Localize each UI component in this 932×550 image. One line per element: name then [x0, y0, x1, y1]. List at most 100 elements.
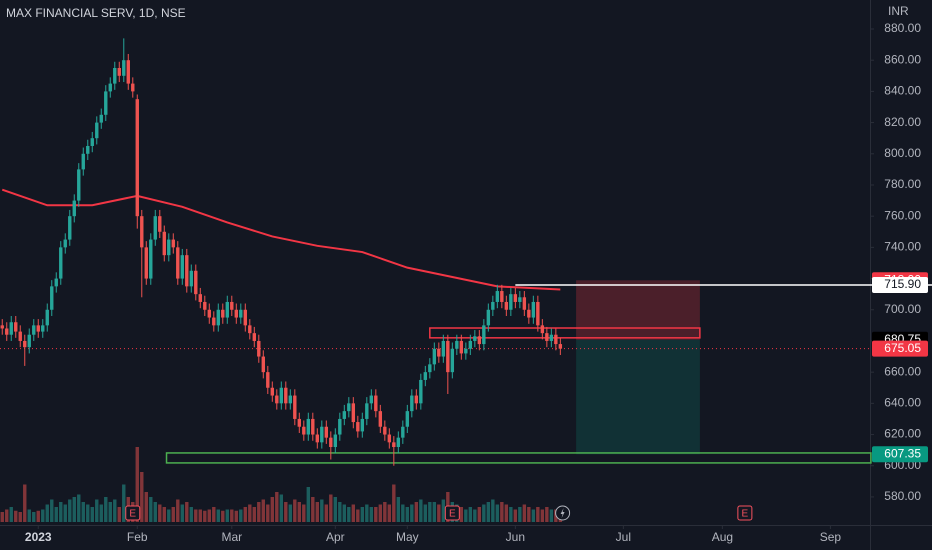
candle-body	[86, 145, 90, 154]
candle-body	[153, 216, 157, 240]
candle-body	[509, 294, 513, 310]
volume-bar	[383, 502, 387, 522]
candle-body	[113, 68, 117, 84]
candle-body	[324, 426, 329, 438]
volume-bar	[95, 499, 99, 522]
volume-bar	[468, 507, 473, 522]
candle-body	[414, 395, 419, 404]
volume-bar	[239, 509, 243, 522]
volume-bar	[342, 504, 347, 522]
candle-body	[225, 301, 229, 318]
candle-body	[252, 333, 256, 341]
volume-bar	[320, 499, 324, 522]
candle-body	[45, 309, 49, 326]
volume-bar	[369, 507, 374, 522]
candle-body	[63, 239, 67, 248]
candle-body	[203, 301, 207, 310]
volume-bar	[365, 504, 369, 522]
candle-body	[540, 325, 545, 334]
volume-bar	[311, 497, 315, 522]
candle-body	[275, 395, 279, 404]
volume-bar	[527, 507, 531, 522]
volume-bar	[59, 502, 63, 522]
x-tick-label: 2023	[25, 530, 52, 544]
candle-body	[212, 317, 216, 326]
volume-bar	[297, 502, 302, 522]
volume-bar	[81, 502, 85, 522]
candle-body	[167, 239, 171, 256]
candle-body	[194, 270, 198, 295]
volume-bar	[392, 484, 396, 522]
chart-title: MAX FINANCIAL SERV, 1D, NSE	[6, 6, 186, 20]
volume-bar	[275, 492, 279, 522]
volume-bar	[189, 507, 193, 522]
candle-body	[518, 297, 522, 302]
volume-bar	[437, 504, 441, 522]
candle-body	[549, 334, 554, 341]
volume-bar	[212, 507, 216, 522]
candle-body	[243, 309, 247, 326]
volume-bar	[333, 497, 338, 522]
candle-body	[126, 60, 130, 84]
volume-bar	[329, 494, 333, 522]
candle-body	[41, 325, 45, 332]
volume-bar	[149, 497, 153, 522]
volume-bar	[549, 509, 554, 522]
volume-bar	[225, 509, 229, 522]
volume-bar	[135, 447, 139, 522]
candle-body	[333, 434, 338, 448]
volume-bar	[324, 504, 329, 522]
candle-body	[396, 437, 401, 448]
candle-body	[545, 333, 549, 341]
candle-body	[441, 340, 446, 357]
volume-bar	[414, 502, 419, 522]
candle-body	[320, 426, 324, 443]
lightning-icon	[560, 508, 565, 518]
candle-body	[315, 434, 320, 443]
volume-bar	[509, 507, 513, 522]
volume-bar	[203, 510, 207, 522]
candle-body	[410, 395, 414, 412]
y-tick-label: 620.00	[884, 427, 921, 441]
volume-bar	[266, 504, 270, 522]
candle-body	[54, 278, 58, 287]
candle-body	[369, 395, 374, 404]
volume-bar	[473, 509, 477, 522]
red-zone	[429, 327, 701, 339]
volume-bar	[32, 512, 36, 522]
earnings-label: E	[449, 509, 456, 520]
volume-bar	[36, 510, 40, 522]
volume-bar	[486, 502, 491, 522]
candle-body	[158, 216, 162, 232]
volume-bar	[234, 510, 238, 522]
candle-body	[342, 411, 347, 419]
price-label-box	[872, 446, 928, 463]
candle-body	[234, 309, 238, 318]
candle-body	[32, 325, 36, 335]
candle-body	[122, 60, 126, 76]
volume-bar	[117, 507, 121, 522]
volume-bar	[545, 507, 549, 522]
volume-bar	[5, 509, 9, 522]
candle-body	[531, 301, 536, 318]
candle-body	[459, 340, 464, 354]
candle-body	[360, 418, 365, 432]
candle-body	[95, 122, 99, 139]
volume-bar	[207, 509, 211, 522]
volume-bar	[113, 499, 117, 522]
green-zone	[165, 452, 872, 464]
candle-body	[135, 99, 139, 217]
volume-bar	[72, 497, 76, 522]
candle-body	[284, 387, 288, 404]
volume-bar	[86, 504, 90, 522]
x-tick-label: May	[396, 530, 419, 544]
volume-bar	[194, 509, 198, 522]
candle-body	[149, 239, 153, 279]
volume-bar	[518, 507, 522, 522]
volume-bar	[288, 504, 293, 522]
y-tick-label: 820.00	[884, 115, 921, 129]
candle-body	[90, 138, 94, 146]
volume-bar	[63, 504, 67, 522]
volume-bar	[513, 509, 518, 522]
candle-body	[405, 411, 410, 427]
